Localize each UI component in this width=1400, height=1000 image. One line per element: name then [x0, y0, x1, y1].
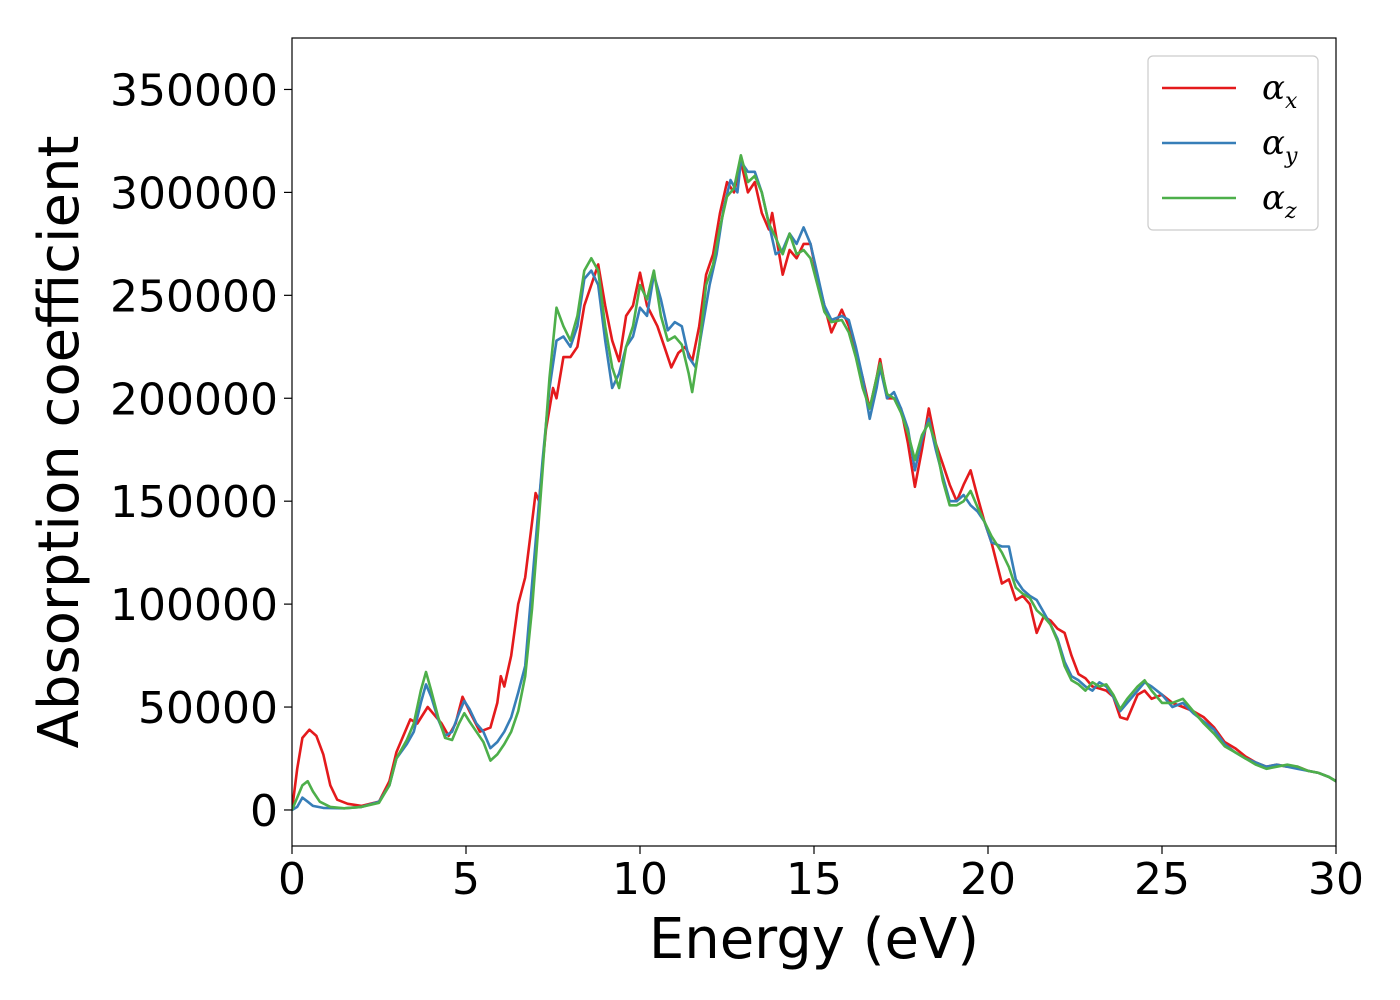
legend-entry-z: αz [1262, 178, 1297, 224]
series-line-z [292, 154, 1336, 811]
x-tick-label: 30 [1308, 854, 1364, 905]
y-tick-label: 200000 [110, 374, 278, 425]
y-tick-label: 150000 [110, 477, 278, 528]
y-tick-label: 300000 [110, 168, 278, 219]
y-axis: 0 50000 100000 150000 200000 250000 300000 3500… [110, 65, 292, 837]
y-axis-label: Absorption coefficient [27, 136, 92, 749]
y-tick-label: 100000 [110, 580, 278, 631]
x-axis: 0 5 10 15 20 25 30 [278, 846, 1364, 905]
y-tick-label: 0 [250, 786, 278, 837]
series-layer [292, 154, 1336, 812]
y-tick-label: 250000 [110, 271, 278, 322]
x-tick-label: 10 [612, 854, 668, 905]
x-tick-label: 5 [452, 854, 480, 905]
x-tick-label: 20 [960, 854, 1016, 905]
y-tick-label: 50000 [138, 683, 278, 734]
x-axis-label: Energy (eV) [649, 907, 979, 972]
legend-entry-y: αy [1262, 123, 1298, 169]
x-tick-label: 15 [786, 854, 842, 905]
legend: αx αy αz [1147, 55, 1319, 231]
y-tick-label: 350000 [110, 65, 278, 116]
legend-entry-x: αx [1262, 68, 1298, 114]
x-tick-label: 25 [1134, 854, 1190, 905]
x-tick-label: 0 [278, 854, 306, 905]
